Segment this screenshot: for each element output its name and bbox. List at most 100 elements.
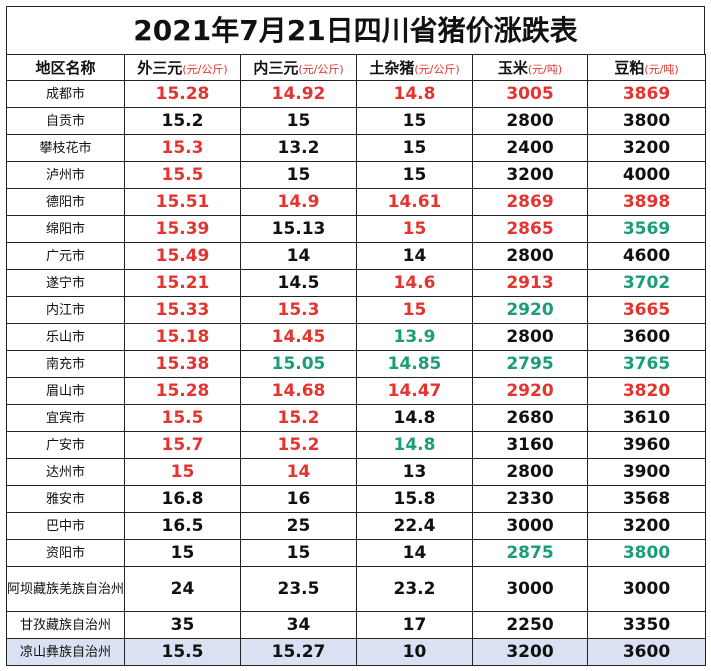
tuzazhu-cell: 14 [356,242,473,270]
region-cell: 雅安市 [6,485,125,513]
corn-cell: 2400 [472,134,588,162]
waisanyuan-cell: 15.18 [124,323,241,351]
neisanyuan-cell: 15.2 [240,431,357,459]
corn-cell: 3000 [472,566,588,612]
corn-cell: 2913 [472,269,588,297]
soymeal-cell: 3350 [587,611,706,639]
corn-cell: 2800 [472,323,588,351]
tuzazhu-cell: 15.8 [356,485,473,513]
soymeal-cell: 3800 [587,107,706,135]
tuzazhu-cell: 14.6 [356,269,473,297]
region-cell: 宜宾市 [6,404,125,432]
region-cell: 内江市 [6,296,125,324]
table-row: 南充市 15.38 15.05 14.85 2795 3765 [6,350,706,378]
neisanyuan-cell: 16 [240,485,357,513]
neisanyuan-cell: 14.45 [240,323,357,351]
waisanyuan-cell: 15.21 [124,269,241,297]
soymeal-cell: 3765 [587,350,706,378]
neisanyuan-cell: 14 [240,242,357,270]
soymeal-cell: 3820 [587,377,706,405]
table-row: 德阳市 15.51 14.9 14.61 2869 3898 [6,188,706,216]
header-cell-corn: 玉米(元/吨) [472,54,588,81]
neisanyuan-cell: 13.2 [240,134,357,162]
neisanyuan-cell: 15.05 [240,350,357,378]
corn-cell: 2920 [472,296,588,324]
soymeal-cell: 3869 [587,80,706,108]
corn-cell: 3200 [472,638,588,666]
neisanyuan-cell: 15 [240,161,357,189]
region-cell: 攀枝花市 [6,134,125,162]
region-cell: 资阳市 [6,539,125,567]
table-row: 乐山市 15.18 14.45 13.9 2800 3600 [6,323,706,351]
soymeal-cell: 3702 [587,269,706,297]
region-cell: 绵阳市 [6,215,125,243]
corn-cell: 2875 [472,539,588,567]
soymeal-cell: 3000 [587,566,706,612]
waisanyuan-cell: 15.51 [124,188,241,216]
tuzazhu-cell: 15 [356,296,473,324]
soymeal-cell: 3900 [587,458,706,486]
waisanyuan-cell: 15.38 [124,350,241,378]
tuzazhu-cell: 14.47 [356,377,473,405]
tuzazhu-cell: 15 [356,215,473,243]
corn-cell: 3005 [472,80,588,108]
table-body: 成都市 15.28 14.92 14.8 3005 3869 自贡市 15.2 15 15 2800… [6,80,706,666]
table-row: 资阳市 15 15 14 2875 3800 [6,539,706,567]
header-cell-tuzazhu: 土杂猪(元/公斤) [356,54,473,81]
region-cell: 甘孜藏族自治州 [6,611,125,639]
header-row: 地区名称 外三元(元/公斤) 内三元(元/公斤) 土杂猪(元/公斤) 玉米(元/… [6,54,706,81]
soymeal-cell: 3600 [587,323,706,351]
neisanyuan-cell: 14.5 [240,269,357,297]
soymeal-cell: 3569 [587,215,706,243]
header-cell-neisanyuan: 内三元(元/公斤) [240,54,357,81]
table-row: 宜宾市 15.5 15.2 14.8 2680 3610 [6,404,706,432]
waisanyuan-cell: 15.39 [124,215,241,243]
region-cell: 达州市 [6,458,125,486]
neisanyuan-cell: 14.68 [240,377,357,405]
tuzazhu-cell: 15 [356,161,473,189]
soymeal-cell: 3898 [587,188,706,216]
waisanyuan-cell: 15.7 [124,431,241,459]
neisanyuan-cell: 14.92 [240,80,357,108]
neisanyuan-cell: 15.27 [240,638,357,666]
tuzazhu-cell: 13.9 [356,323,473,351]
soymeal-cell: 3600 [587,638,706,666]
corn-cell: 2920 [472,377,588,405]
region-cell: 乐山市 [6,323,125,351]
soymeal-cell: 3568 [587,485,706,513]
region-cell: 南充市 [6,350,125,378]
header-cell-region: 地区名称 [6,54,125,81]
corn-cell: 2250 [472,611,588,639]
waisanyuan-cell: 15.28 [124,80,241,108]
tuzazhu-cell: 22.4 [356,512,473,540]
region-cell: 遂宁市 [6,269,125,297]
region-cell: 广安市 [6,431,125,459]
region-cell: 凉山彝族自治州 [6,638,125,666]
waisanyuan-cell: 16.8 [124,485,241,513]
corn-cell: 3000 [472,512,588,540]
waisanyuan-cell: 15 [124,539,241,567]
neisanyuan-cell: 23.5 [240,566,357,612]
tuzazhu-cell: 14 [356,539,473,567]
region-cell: 自贡市 [6,107,125,135]
tuzazhu-cell: 13 [356,458,473,486]
region-cell: 泸州市 [6,161,125,189]
sheet-title: 2021年7月21日四川省猪价涨跌表 [6,6,705,54]
table-row: 雅安市 16.8 16 15.8 2330 3568 [6,485,706,513]
tuzazhu-cell: 14.8 [356,80,473,108]
table-row: 达州市 15 14 13 2800 3900 [6,458,706,486]
soymeal-cell: 4000 [587,161,706,189]
soymeal-cell: 4600 [587,242,706,270]
waisanyuan-cell: 15.28 [124,377,241,405]
corn-cell: 3160 [472,431,588,459]
waisanyuan-cell: 15.33 [124,296,241,324]
corn-cell: 2800 [472,242,588,270]
table-row: 眉山市 15.28 14.68 14.47 2920 3820 [6,377,706,405]
table-row: 自贡市 15.2 15 15 2800 3800 [6,107,706,135]
corn-cell: 2795 [472,350,588,378]
header-cell-soymeal: 豆粕(元/吨) [587,54,706,81]
waisanyuan-cell: 15.2 [124,107,241,135]
region-cell: 成都市 [6,80,125,108]
table-row: 广元市 15.49 14 14 2800 4600 [6,242,706,270]
neisanyuan-cell: 15.13 [240,215,357,243]
